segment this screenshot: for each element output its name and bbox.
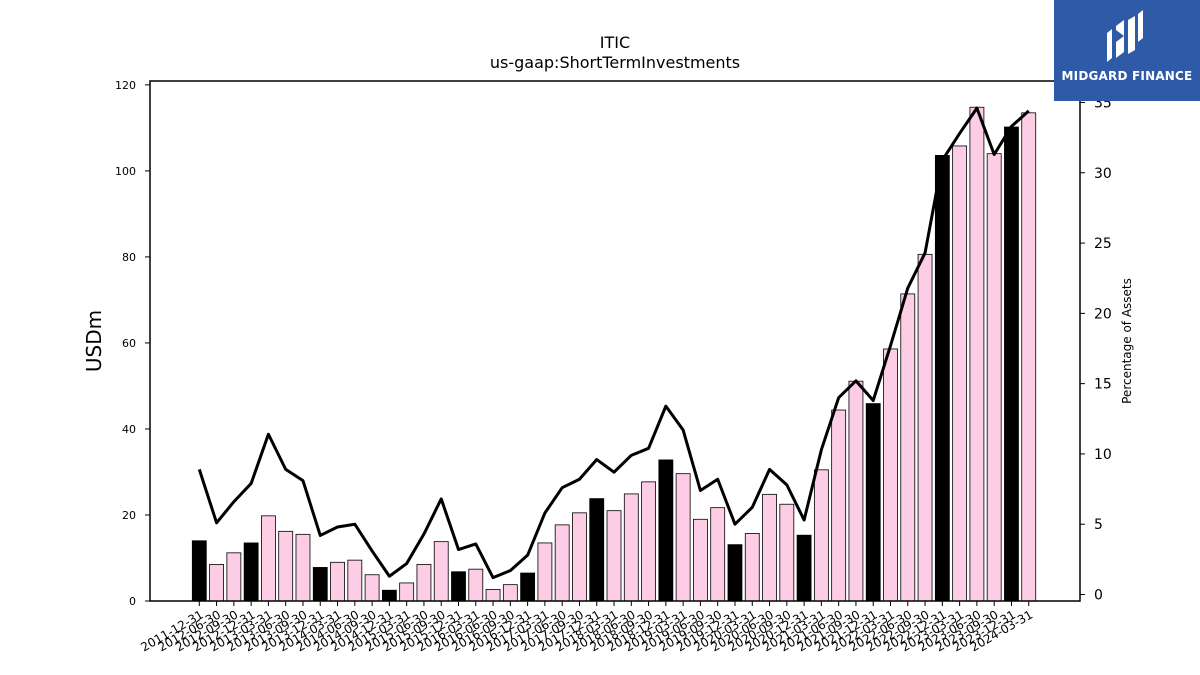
bar-2016-06-30 xyxy=(485,588,501,602)
bar-2021-03-31 xyxy=(813,469,829,602)
bar-2018-09-30 xyxy=(641,481,656,602)
bar-2021-12-31 xyxy=(865,403,881,602)
right-tick-label: 5 xyxy=(1094,517,1103,533)
plot-frame xyxy=(149,80,1081,602)
bar-2019-03-31 xyxy=(675,473,691,602)
bar-2020-06-30 xyxy=(762,493,777,602)
midgard-finance-logo: MIDGARD FINANCE xyxy=(1054,0,1200,101)
right-tick-label: 25 xyxy=(1094,236,1112,252)
bar-2022-09-30 xyxy=(917,253,933,602)
bar-2022-03-31 xyxy=(883,348,898,602)
right-tick-label: 0 xyxy=(1094,588,1103,604)
bar-2019-09-30 xyxy=(710,507,726,602)
bar-2017-09-30 xyxy=(572,512,587,602)
bar-2020-12-31 xyxy=(796,534,812,602)
logo-text: MIDGARD FINANCE xyxy=(1061,69,1193,83)
bar-2015-12-31 xyxy=(451,571,466,602)
bar-2014-12-31 xyxy=(381,589,397,602)
bar-2015-09-30 xyxy=(433,541,449,602)
bar-2019-06-30 xyxy=(693,518,708,602)
bar-2022-12-31 xyxy=(934,155,950,602)
bar-2013-09-30 xyxy=(295,533,311,602)
bar-2023-12-31 xyxy=(1004,126,1019,602)
bar-2018-03-31 xyxy=(606,510,622,602)
bar-2012-09-30 xyxy=(226,552,242,602)
bar-2017-12-31 xyxy=(589,498,605,602)
bar-2019-12-31 xyxy=(727,544,743,602)
bar-2013-06-30 xyxy=(278,530,294,602)
bar-2018-12-31 xyxy=(658,459,674,602)
bar-2011-12-31 xyxy=(191,540,207,602)
bar-2015-06-30 xyxy=(416,564,432,602)
left-tick-label: 0 xyxy=(129,595,136,608)
bar-2020-03-31 xyxy=(744,533,760,602)
bar-2023-09-30 xyxy=(986,153,1002,602)
bar-2014-06-30 xyxy=(347,559,363,602)
left-tick-label: 80 xyxy=(122,251,136,264)
bar-2023-03-31 xyxy=(952,145,968,602)
left-axis-label: USDm xyxy=(82,310,106,372)
bar-2020-09-30 xyxy=(779,503,795,602)
bar-2016-03-31 xyxy=(468,568,484,602)
bar-2013-12-31 xyxy=(312,567,328,602)
bar-2024-03-31 xyxy=(1021,112,1037,602)
bar-2014-03-31 xyxy=(330,561,345,602)
left-axis-ticks: 0 20 40 60 80 100 120 xyxy=(115,79,150,608)
right-tick-label: 20 xyxy=(1094,306,1112,322)
left-tick-label: 20 xyxy=(122,509,136,522)
bar-2012-06-30 xyxy=(209,564,224,602)
bar-2021-06-30 xyxy=(831,409,847,602)
x-axis-ticks: 2011-12-312012-06-302012-09-302012-12-31… xyxy=(138,601,1035,654)
bar-2018-06-30 xyxy=(623,493,639,602)
chart-subtitle: us-gaap:ShortTermInvestments xyxy=(490,53,740,72)
right-tick-label: 15 xyxy=(1094,377,1112,393)
left-tick-label: 100 xyxy=(115,165,136,178)
left-tick-label: 120 xyxy=(115,79,136,92)
bar-2016-12-31 xyxy=(520,572,536,602)
bar-2022-06-30 xyxy=(900,293,916,602)
left-tick-label: 60 xyxy=(122,337,136,350)
left-tick-label: 40 xyxy=(122,423,136,436)
bar-2012-12-31 xyxy=(243,542,259,602)
chart-title: ITIC xyxy=(600,33,630,52)
logo-mark-icon xyxy=(1107,10,1143,62)
bar-2016-09-30 xyxy=(502,584,518,602)
bar-2021-09-30 xyxy=(848,380,864,602)
right-axis-label: Percentage of Assets xyxy=(1120,278,1134,404)
bar-2015-03-31 xyxy=(399,582,415,602)
bar-2014-09-30 xyxy=(364,574,380,602)
right-tick-label: 30 xyxy=(1094,166,1112,182)
bar-2013-03-31 xyxy=(261,515,276,602)
bar-2017-06-30 xyxy=(554,524,570,602)
percentage-line xyxy=(197,106,1030,580)
right-tick-label: 10 xyxy=(1094,447,1112,463)
bar-2017-03-31 xyxy=(537,542,553,602)
bar-2023-06-30 xyxy=(969,106,985,602)
